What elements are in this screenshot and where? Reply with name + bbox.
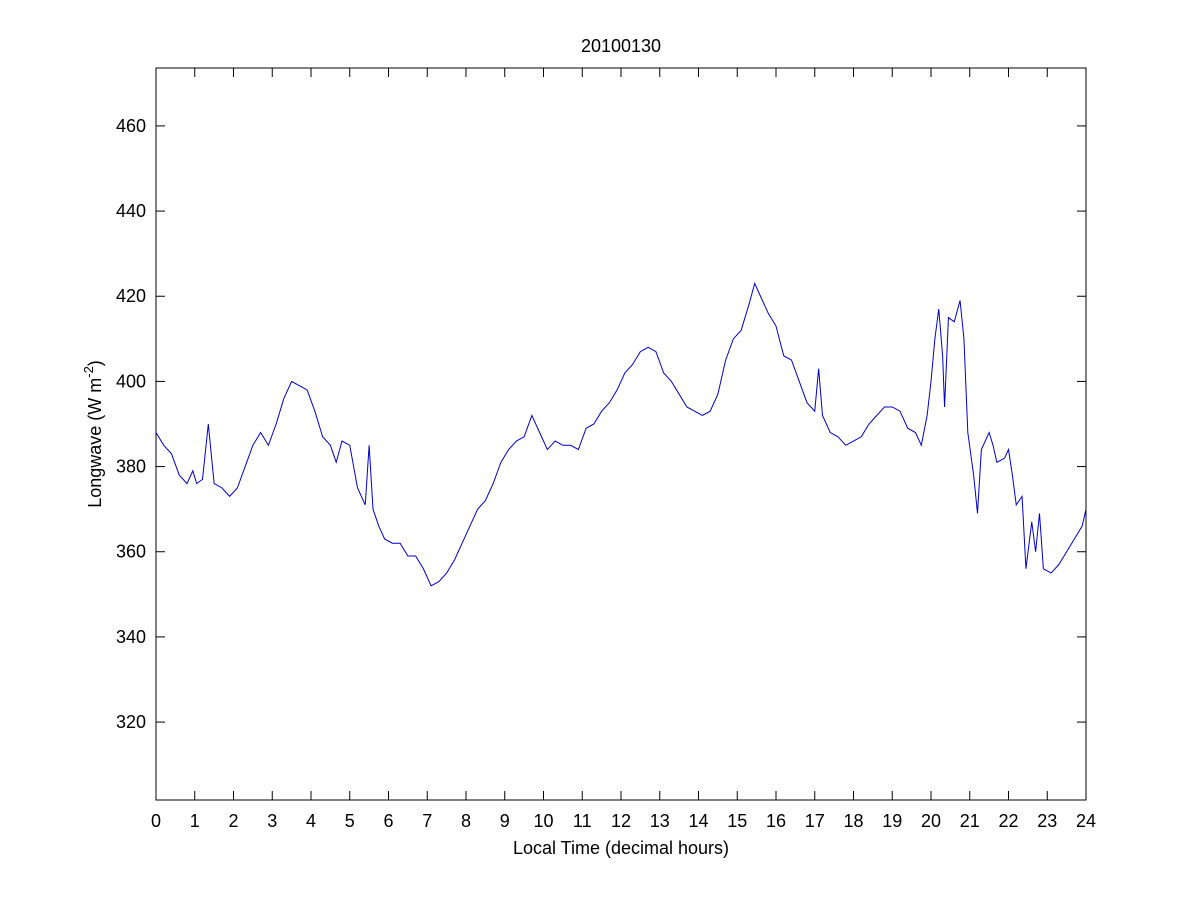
y-axis-label: Longwave (W m-2) — [81, 360, 105, 508]
x-tick-label: 15 — [727, 811, 747, 831]
x-tick-label: 12 — [611, 811, 631, 831]
y-tick-label: 400 — [116, 371, 146, 391]
x-axis-label: Local Time (decimal hours) — [513, 838, 729, 858]
y-tick-label: 420 — [116, 286, 146, 306]
x-tick-label: 8 — [461, 811, 471, 831]
chart-title: 20100130 — [581, 36, 661, 56]
x-tick-label: 1 — [190, 811, 200, 831]
y-tick-label: 440 — [116, 201, 146, 221]
x-tick-label: 9 — [500, 811, 510, 831]
x-tick-label: 23 — [1037, 811, 1057, 831]
x-tick-label: 7 — [422, 811, 432, 831]
x-tick-label: 3 — [267, 811, 277, 831]
x-tick-label: 4 — [306, 811, 316, 831]
x-tick-label: 24 — [1076, 811, 1096, 831]
y-tick-label: 320 — [116, 712, 146, 732]
y-tick-label: 360 — [116, 542, 146, 562]
x-tick-label: 5 — [345, 811, 355, 831]
x-tick-label: 20 — [921, 811, 941, 831]
x-tick-label: 0 — [151, 811, 161, 831]
x-tick-label: 18 — [843, 811, 863, 831]
y-axis-label-text: Longwave (W m — [85, 378, 105, 508]
x-tick-label: 16 — [766, 811, 786, 831]
x-tick-label: 19 — [882, 811, 902, 831]
y-tick-label: 380 — [116, 457, 146, 477]
x-tick-label: 14 — [688, 811, 708, 831]
y-axis-label-suffix: ) — [85, 360, 105, 366]
x-tick-label: 6 — [383, 811, 393, 831]
x-tick-label: 21 — [960, 811, 980, 831]
x-tick-label: 2 — [228, 811, 238, 831]
y-tick-label: 340 — [116, 627, 146, 647]
x-tick-label: 11 — [573, 811, 592, 831]
x-tick-label: 22 — [998, 811, 1018, 831]
x-tick-label: 10 — [533, 811, 553, 831]
y-axis-label-sup: -2 — [81, 366, 96, 378]
y-tick-label: 460 — [116, 116, 146, 136]
data-line — [155, 282, 1087, 587]
x-tick-label: 13 — [650, 811, 670, 831]
x-tick-label: 17 — [805, 811, 825, 831]
